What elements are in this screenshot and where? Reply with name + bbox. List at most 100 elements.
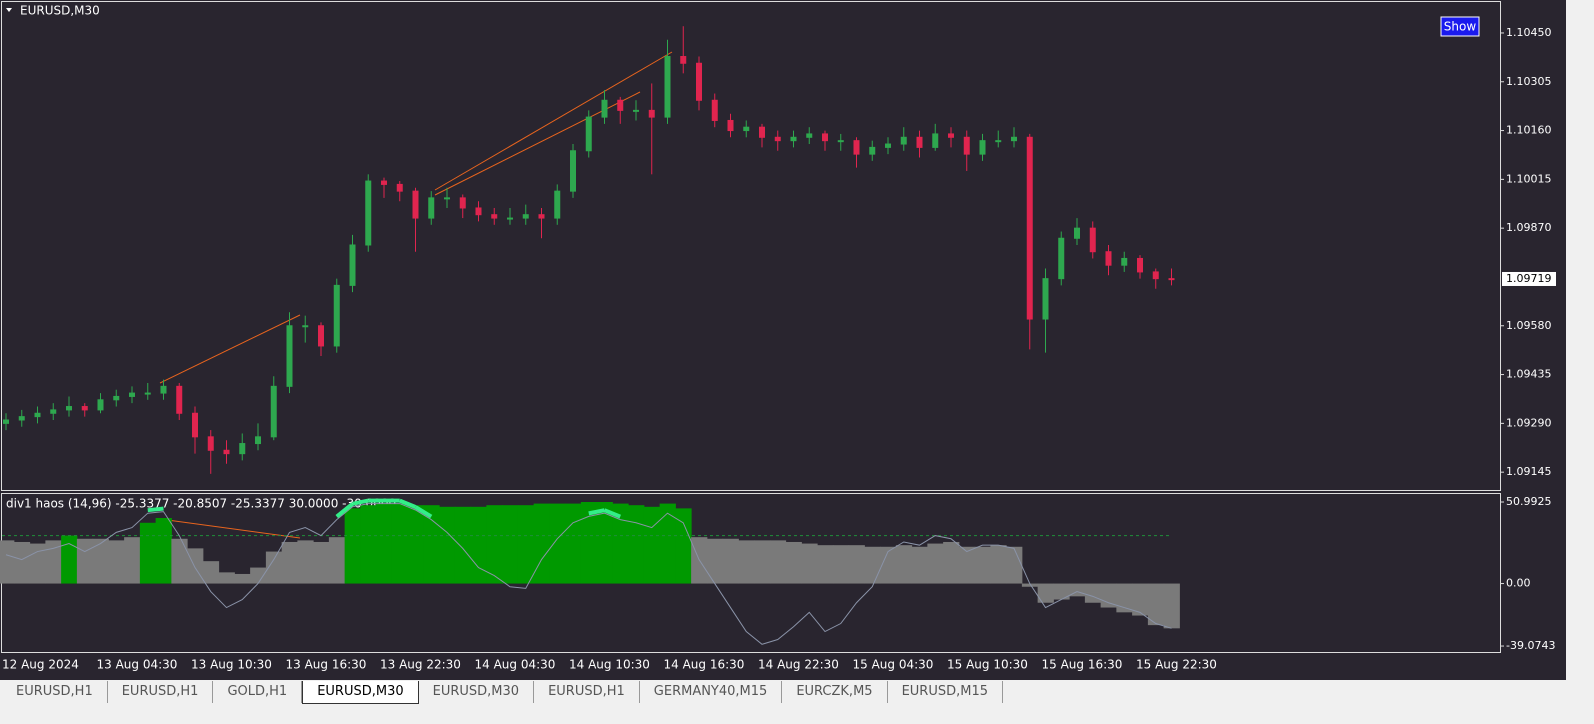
candle-body: [507, 217, 513, 220]
candle-body: [286, 325, 293, 387]
histogram-bar: [659, 503, 676, 584]
histogram-bar: [738, 540, 755, 584]
chart-tab[interactable]: GERMANY40,M15: [640, 681, 783, 703]
chart-tab[interactable]: GOLD,H1: [213, 681, 303, 703]
y-tick-label: 50.9925: [1506, 495, 1552, 508]
histogram-bar: [817, 545, 834, 584]
histogram-bar: [596, 501, 613, 584]
oscillator-peak: [147, 506, 164, 513]
histogram-bar: [1021, 583, 1039, 587]
chart-tab[interactable]: EURCZK,M5: [782, 681, 888, 703]
candle-body: [822, 133, 828, 142]
candle-body: [585, 116, 592, 152]
histogram-bar: [974, 546, 991, 584]
candle-body: [869, 146, 876, 155]
chart-tab[interactable]: EURUSD,M15: [888, 681, 1003, 703]
candle-body: [522, 214, 529, 219]
histogram-bar: [722, 538, 739, 584]
chart-tab[interactable]: EURUSD,H1: [534, 681, 640, 703]
histogram-bar: [927, 543, 944, 584]
histogram-bar: [328, 537, 346, 584]
chart-tab[interactable]: EURUSD,H1: [108, 681, 214, 703]
candle-body: [129, 392, 135, 397]
candle-body: [459, 197, 466, 209]
candle-body: [333, 284, 340, 347]
histogram-bar: [848, 545, 865, 584]
candle-body: [680, 56, 687, 64]
candle-body: [444, 197, 450, 200]
histogram-bar: [423, 505, 440, 584]
histogram-bar: [864, 546, 881, 584]
histogram-bar: [0, 540, 15, 584]
oscillator-peak: [352, 498, 369, 506]
candle-body: [18, 416, 25, 421]
candle-body: [97, 399, 104, 411]
chart-tab[interactable]: EURUSD,M30: [419, 681, 535, 703]
histogram-bar: [785, 541, 802, 584]
collapse-icon[interactable]: [6, 8, 12, 12]
candle-body: [1089, 227, 1096, 253]
candle-body: [664, 56, 671, 118]
x-tick-label: 14 Aug 04:30: [475, 658, 556, 672]
histogram-bar: [234, 573, 251, 584]
histogram-bar: [643, 506, 661, 584]
tab-bar: EURUSD,H1 EURUSD,H1 GOLD,H1 EURUSD,M30 EURUS…: [2, 681, 1003, 704]
candle-body: [412, 190, 419, 219]
histogram-bar: [990, 545, 1007, 584]
show-button[interactable]: [1440, 16, 1480, 37]
histogram-bar: [250, 567, 267, 584]
x-tick-label: 14 Aug 10:30: [569, 658, 650, 672]
histogram-bar: [454, 506, 472, 584]
histogram-bar: [439, 506, 456, 584]
histogram-bar: [549, 503, 566, 584]
histogram-bar: [943, 541, 960, 584]
chart-tab[interactable]: EURUSD,H1: [2, 681, 108, 703]
candle-body: [475, 207, 482, 216]
histogram-bar: [407, 505, 424, 584]
oscillator-peak: [603, 508, 622, 519]
symbol-label: EURUSD,M30: [20, 4, 100, 18]
candle-body: [1137, 257, 1143, 273]
histogram-bar: [880, 546, 897, 584]
histogram-bar: [92, 538, 109, 584]
candle-body: [790, 136, 797, 142]
histogram-bar: [628, 505, 645, 584]
candle-body: [1121, 257, 1128, 266]
oscillator-peak: [335, 502, 354, 519]
candle-body: [617, 99, 624, 111]
candle-body: [979, 140, 986, 155]
candle-body: [192, 412, 198, 438]
candle-body: [66, 406, 72, 411]
histogram-bar: [517, 505, 535, 584]
histogram-bar: [344, 508, 361, 584]
candle-body: [743, 126, 750, 132]
x-tick-label: 14 Aug 22:30: [758, 658, 839, 672]
y-tick-label: 1.09870: [1506, 221, 1552, 234]
histogram-bar: [675, 508, 692, 584]
histogram-bar: [1053, 583, 1070, 600]
y-tick-label: 1.09145: [1506, 465, 1552, 478]
histogram-bar: [1116, 583, 1133, 613]
candle-body: [948, 133, 954, 138]
chart-tab[interactable]: EURUSD,M30: [302, 681, 419, 704]
candle-body: [696, 62, 702, 101]
histogram-bar: [565, 503, 582, 584]
candle-body: [1074, 227, 1080, 239]
histogram-bar: [29, 543, 46, 584]
histogram-bar: [612, 503, 629, 584]
candle-body: [349, 244, 356, 286]
candle-body: [1026, 136, 1033, 320]
histogram-bar: [281, 541, 298, 584]
histogram-bar: [801, 543, 818, 584]
show-button-label[interactable]: Show: [1444, 20, 1477, 34]
indicator-title: div1 haos (14,96) -25.3377 -20.8507 -25.…: [6, 497, 396, 511]
y-tick-label: 1.09435: [1506, 368, 1552, 381]
histogram-bar: [1132, 583, 1149, 616]
histogram-bar: [1163, 583, 1180, 629]
histogram-bar: [45, 540, 62, 584]
histogram-bar: [502, 505, 519, 584]
x-tick-label: 15 Aug 16:30: [1042, 658, 1123, 672]
histogram-bar: [313, 541, 330, 584]
histogram-bar: [108, 540, 125, 584]
oscillator-line: [5, 503, 1172, 645]
